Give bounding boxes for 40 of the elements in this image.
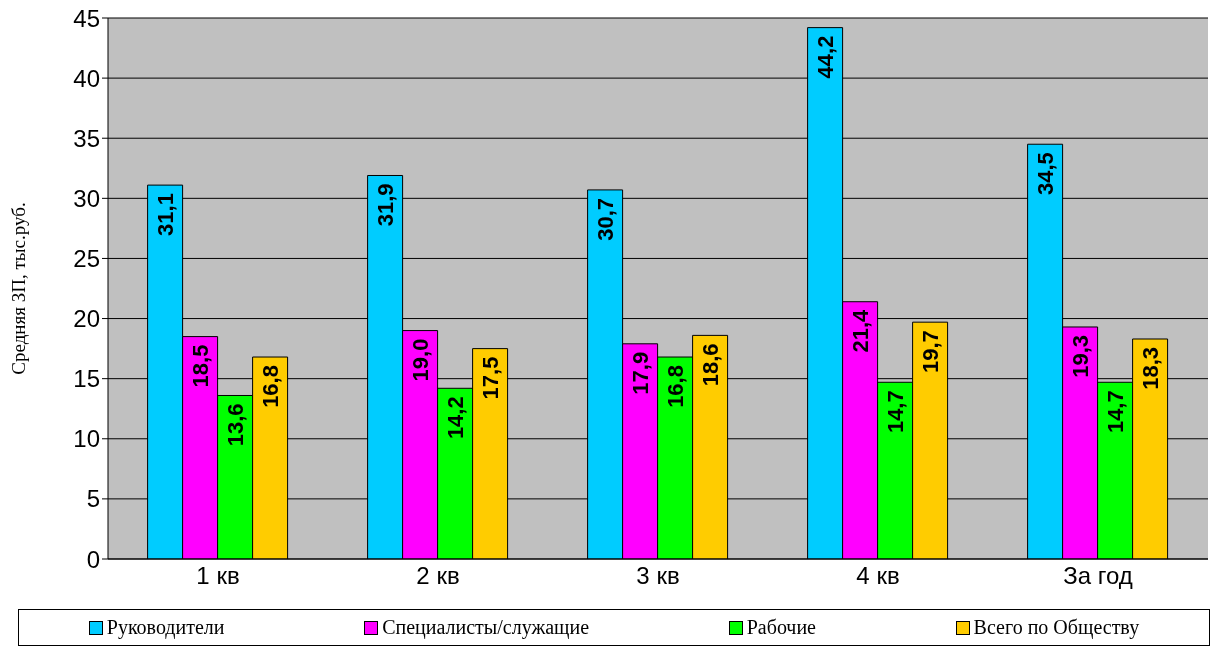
data-label: 17,5 [477,356,503,400]
data-label: 18,5 [187,344,213,388]
data-label: 19,3 [1067,334,1093,378]
y-tick-label: 35 [73,124,100,152]
y-axis-title: Средняя ЗП, тыс.руб. [7,202,29,375]
data-label: 16,8 [257,365,283,408]
x-tick-label: 2 кв [416,562,460,590]
y-tick-label: 0 [86,545,100,573]
data-label: 30,7 [592,197,618,241]
data-label: 18,3 [1137,346,1163,390]
data-label: 16,8 [662,365,688,408]
y-tick-label: 40 [73,64,100,92]
data-label: 44,2 [812,35,838,79]
legend-label: Руководители [105,616,225,639]
data-label: 19,0 [407,338,433,382]
y-tick-label: 20 [73,305,100,333]
data-label: 31,1 [152,193,178,236]
data-label: 13,6 [222,403,248,447]
data-label: 19,7 [917,330,943,373]
data-label: 34,5 [1032,152,1058,196]
legend-label: Специалисты/служащие [381,616,590,639]
x-tick-label: За год [1063,562,1133,590]
y-tick-label: 25 [73,244,100,272]
data-label: 21,4 [847,308,873,353]
y-tick-label: 15 [73,365,100,393]
data-label: 18,6 [697,343,723,387]
data-label: 14,7 [1102,390,1128,434]
data-label: 14,7 [882,390,908,434]
x-tick-label: 3 кв [636,562,680,590]
x-tick-label: 1 кв [196,562,240,590]
legend-label: Всего по Обществу [972,616,1140,639]
y-tick-label: 10 [73,425,100,453]
y-tick-label: 5 [86,485,100,513]
data-label: 31,9 [372,183,398,227]
x-tick-label: 4 кв [856,562,900,590]
legend-label: Рабочие [745,616,816,639]
data-label: 17,9 [627,351,653,395]
y-tick-label: 30 [73,184,100,212]
data-label: 14,2 [442,396,468,440]
y-tick-label: 45 [73,4,100,32]
